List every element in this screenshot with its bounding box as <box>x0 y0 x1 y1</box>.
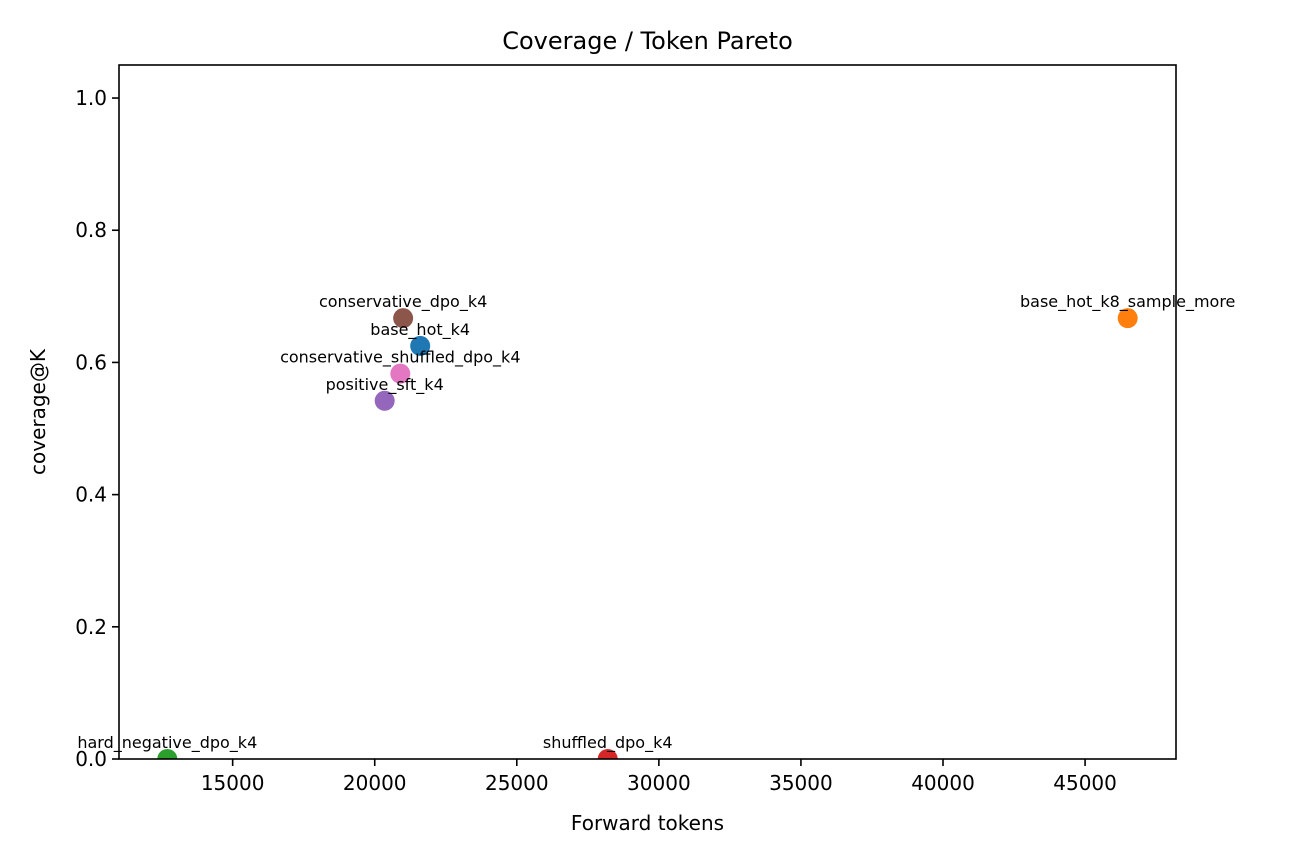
x-tick-label: 15000 <box>201 771 265 795</box>
y-axis: 0.0 0.2 0.4 0.6 0.8 1.0 <box>75 86 119 771</box>
scatter-point <box>390 363 411 384</box>
plot-area: base_hot_k4 base_hot_k8_sample_more hard_n… <box>77 292 1235 759</box>
y-tick-label: 1.0 <box>75 86 107 110</box>
y-tick-label: 0.2 <box>75 615 107 639</box>
x-tick-label: 30000 <box>627 771 691 795</box>
point-label: shuffled_dpo_k4 <box>543 733 673 753</box>
x-tick-label: 20000 <box>343 771 407 795</box>
x-tick-label: 45000 <box>1053 771 1117 795</box>
scatter-point <box>393 308 414 329</box>
y-tick-label: 0.6 <box>75 350 107 374</box>
scatter-point <box>597 749 618 759</box>
point-label: conservative_shuffled_dpo_k4 <box>280 348 520 368</box>
y-tick-label: 0.4 <box>75 483 107 507</box>
scatter-point <box>1117 308 1138 329</box>
x-axis: 15000 20000 25000 30000 35000 40000 45000 <box>201 759 1117 795</box>
scatter-point <box>410 335 431 356</box>
x-tick-label: 40000 <box>911 771 975 795</box>
x-tick-label: 35000 <box>769 771 833 795</box>
data-points <box>157 308 1138 759</box>
plot-frame <box>118 64 1177 760</box>
y-axis-title: coverage@K <box>26 348 50 475</box>
x-axis-title: Forward tokens <box>571 811 724 835</box>
point-label: positive_sft_k4 <box>326 375 444 395</box>
point-label: base_hot_k4 <box>370 320 470 340</box>
chart-title: Coverage / Token Pareto <box>502 27 793 55</box>
y-tick-label: 0.8 <box>75 218 107 242</box>
point-label: hard_negative_dpo_k4 <box>77 733 257 753</box>
scatter-point <box>374 390 395 411</box>
y-tick-label: 0.0 <box>75 747 107 771</box>
point-label: base_hot_k8_sample_more <box>1020 292 1235 312</box>
scatter-point <box>157 749 178 759</box>
x-tick-label: 25000 <box>485 771 549 795</box>
point-labels: base_hot_k4 base_hot_k8_sample_more hard_n… <box>77 292 1235 753</box>
point-label: conservative_dpo_k4 <box>319 292 487 312</box>
